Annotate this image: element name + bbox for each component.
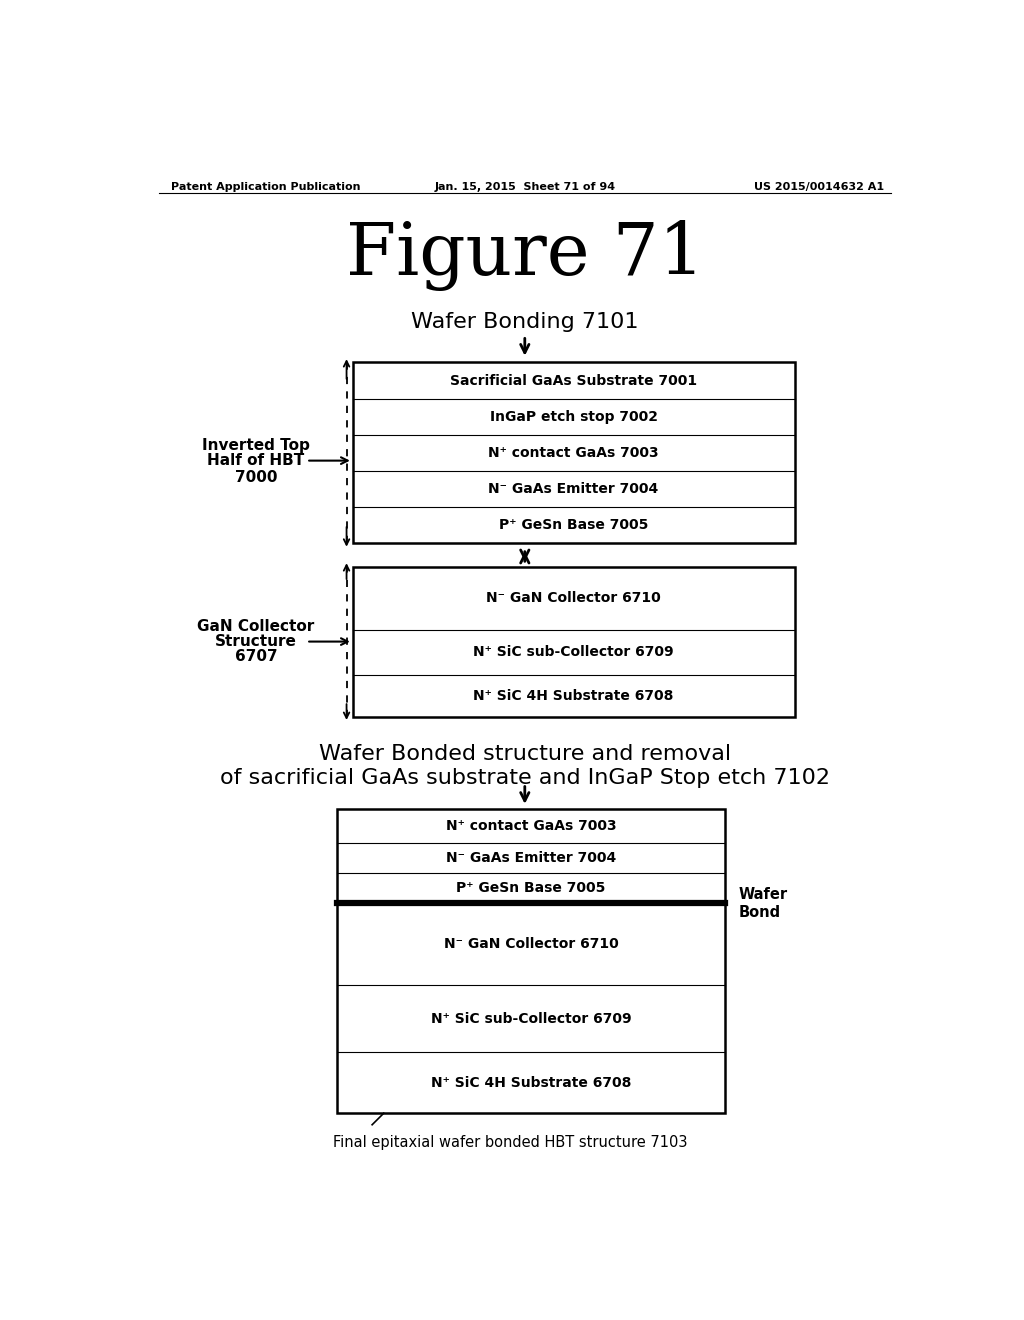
Text: Patent Application Publication: Patent Application Publication bbox=[171, 182, 360, 191]
Bar bbox=[352, 363, 795, 544]
Text: N⁻ GaN Collector 6710: N⁻ GaN Collector 6710 bbox=[443, 937, 618, 952]
Text: N⁺ contact GaAs 7003: N⁺ contact GaAs 7003 bbox=[445, 818, 616, 833]
Text: InGaP etch stop 7002: InGaP etch stop 7002 bbox=[489, 409, 657, 424]
Text: N⁺ SiC 4H Substrate 6708: N⁺ SiC 4H Substrate 6708 bbox=[431, 1076, 631, 1090]
Text: Sacrificial GaAs Substrate 7001: Sacrificial GaAs Substrate 7001 bbox=[451, 374, 697, 388]
Text: US 2015/0014632 A1: US 2015/0014632 A1 bbox=[754, 182, 884, 191]
Text: 7000: 7000 bbox=[234, 470, 278, 484]
Text: of sacrificial GaAs substrate and InGaP Stop etch 7102: of sacrificial GaAs substrate and InGaP … bbox=[220, 768, 829, 788]
Text: Final epitaxial wafer bonded HBT structure 7103: Final epitaxial wafer bonded HBT structu… bbox=[334, 1135, 688, 1150]
Bar bbox=[352, 566, 795, 717]
Text: Jan. 15, 2015  Sheet 71 of 94: Jan. 15, 2015 Sheet 71 of 94 bbox=[434, 182, 615, 191]
Text: P⁺ GeSn Base 7005: P⁺ GeSn Base 7005 bbox=[499, 519, 648, 532]
Text: N⁻ GaAs Emitter 7004: N⁻ GaAs Emitter 7004 bbox=[445, 850, 616, 865]
Text: Half of HBT: Half of HBT bbox=[207, 453, 304, 469]
Text: Wafer Bonding 7101: Wafer Bonding 7101 bbox=[411, 313, 639, 333]
Text: Structure: Structure bbox=[215, 634, 297, 649]
Text: N⁺ SiC sub-Collector 6709: N⁺ SiC sub-Collector 6709 bbox=[431, 1012, 632, 1026]
Text: GaN Collector: GaN Collector bbox=[198, 619, 314, 634]
Text: 6707: 6707 bbox=[234, 649, 278, 664]
Text: Inverted Top: Inverted Top bbox=[202, 438, 310, 453]
Text: N⁺ SiC 4H Substrate 6708: N⁺ SiC 4H Substrate 6708 bbox=[473, 689, 674, 702]
Bar bbox=[337, 809, 725, 1113]
Text: Wafer Bonded structure and removal: Wafer Bonded structure and removal bbox=[318, 743, 731, 763]
Text: N⁺ SiC sub-Collector 6709: N⁺ SiC sub-Collector 6709 bbox=[473, 645, 674, 659]
Text: N⁺ contact GaAs 7003: N⁺ contact GaAs 7003 bbox=[488, 446, 658, 459]
Text: P⁺ GeSn Base 7005: P⁺ GeSn Base 7005 bbox=[457, 882, 605, 895]
Text: N⁻ GaAs Emitter 7004: N⁻ GaAs Emitter 7004 bbox=[488, 482, 658, 496]
Text: N⁻ GaN Collector 6710: N⁻ GaN Collector 6710 bbox=[486, 591, 662, 605]
Text: Figure 71: Figure 71 bbox=[345, 220, 705, 290]
Text: Wafer
Bond: Wafer Bond bbox=[738, 887, 787, 920]
